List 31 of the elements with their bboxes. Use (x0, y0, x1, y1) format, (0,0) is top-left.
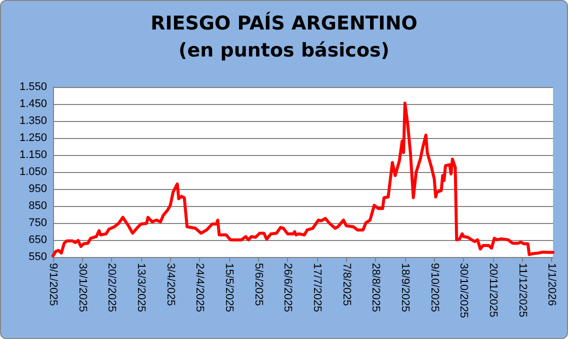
x-tick-label: 28/8/2025 (370, 263, 382, 312)
chart-title: RIESGO PAÍS ARGENTINO (150, 12, 418, 34)
y-tick-label: 1.250 (19, 132, 47, 144)
x-tick-label: 17/7/2025 (310, 263, 323, 312)
x-tick-label: 20/2/2025 (106, 263, 118, 312)
x-tick-label: 13/3/2025 (134, 263, 147, 312)
chart-subtitle: (en puntos básicos) (178, 40, 390, 62)
x-tick-label: 15/5/2025 (222, 263, 235, 312)
y-tick-label: 850 (28, 200, 47, 212)
y-tick-label: 750 (28, 217, 47, 229)
y-tick-label: 1.550 (19, 81, 47, 93)
x-tick-label: 18/9/2025 (398, 263, 411, 312)
y-tick-label: 650 (28, 234, 47, 246)
x-tick-label: 24/4/2025 (194, 263, 206, 312)
x-tick-label: 26/6/2025 (282, 263, 294, 312)
x-tick-label: 9/1/2025 (47, 263, 59, 306)
y-tick-label: 1.050 (19, 166, 47, 178)
x-tick-label: 30/10/2025 (458, 263, 470, 318)
x-tick-label: 9/10/2025 (428, 263, 440, 312)
y-tick-label: 1.350 (19, 115, 47, 127)
x-tick-label: 30/1/2025 (76, 263, 88, 312)
y-tick-label: 550 (28, 251, 47, 263)
x-tick-label: 1/1/2026 (546, 263, 558, 306)
x-tick-label: 5/6/2025 (252, 263, 264, 306)
y-tick-label: 1.150 (19, 149, 47, 161)
y-tick-label: 950 (28, 183, 47, 195)
x-tick-label: 7/8/2025 (340, 263, 352, 306)
x-tick-label: 11/12/2025 (516, 263, 528, 318)
x-tick-label: 3/4/2025 (164, 263, 176, 306)
y-tick-label: 1.450 (19, 98, 47, 110)
x-tick-label: 20/11/2025 (486, 263, 499, 318)
